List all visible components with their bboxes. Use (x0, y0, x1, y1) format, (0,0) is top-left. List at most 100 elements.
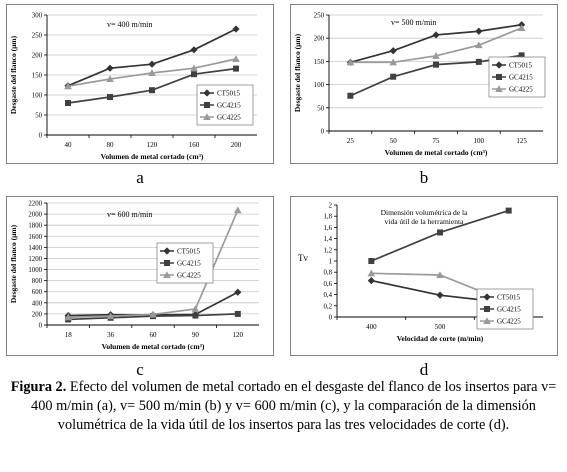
legend-marker-GC4225 (495, 85, 503, 92)
data-point-GC4215 (234, 310, 241, 317)
x-axis-label: Volumen de metal cortado (cm³) (101, 152, 204, 161)
data-point-CT5015 (432, 31, 440, 39)
y-tick-label: 0,6 (324, 281, 333, 288)
x-tick-label: 120 (147, 141, 158, 149)
legend-label-GC4215: GC4215 (177, 260, 201, 268)
y-tick-label: 0 (39, 133, 43, 140)
data-point-GC4225 (64, 82, 72, 90)
legend-label-GC4215: GC4215 (217, 102, 241, 110)
data-point-GC4225 (191, 305, 200, 312)
data-point-GC4225 (367, 269, 376, 277)
panel-letter-d: d (419, 360, 429, 379)
data-point-GC4225 (64, 313, 72, 321)
x-tick-label: 120 (233, 331, 244, 339)
data-point-GC4225 (190, 64, 198, 72)
x-tick-label: 500 (435, 323, 446, 331)
x-tick-label: 100 (474, 137, 485, 145)
data-point-GC4215 (149, 87, 155, 94)
panel-letter-c: c (136, 360, 144, 379)
figure-caption: Figura 2. Efecto del volumen de metal co… (6, 378, 561, 435)
data-point-CT5015 (389, 47, 397, 55)
data-point-GC4215 (433, 61, 439, 68)
data-point-CT5015 (234, 288, 242, 296)
y-tick-label: 50 (317, 105, 324, 112)
caption-label: Figura 2. (10, 379, 67, 395)
legend-label-GC4225: GC4225 (497, 318, 521, 326)
data-point-GC4225 (149, 310, 157, 318)
y-tick-label: 1200 (28, 256, 42, 263)
y-tick-label: 0,2 (324, 303, 333, 310)
legend-label-GC4225: GC4225 (217, 114, 241, 122)
y-tick-label: 150 (32, 73, 43, 80)
y-tick-label: 0 (39, 323, 43, 330)
x-tick-label: 125 (516, 137, 527, 145)
chart-annotation: v= 500 m/min (391, 18, 436, 27)
data-point-GC4215 (347, 92, 354, 99)
y-tick-label: 800 (32, 278, 43, 285)
y-tick-label: 1400 (28, 245, 42, 252)
data-point-GC4215 (437, 229, 443, 236)
y-tick-label: 250 (314, 13, 325, 20)
data-point-GC4225 (346, 58, 355, 66)
data-point-GC4215 (368, 258, 375, 264)
y-tick-label: 0,8 (324, 270, 333, 277)
data-point-GC4215 (475, 58, 482, 65)
data-point-CT5015 (232, 25, 240, 33)
x-axis-label: Volumen de metal cortado (cm³) (102, 342, 205, 351)
y-tick-label: 200 (314, 36, 325, 43)
data-point-GC4215 (390, 73, 397, 80)
data-point-CT5015 (436, 291, 444, 299)
y-tick-label: 1000 (28, 267, 42, 274)
data-point-GC4215 (192, 312, 199, 319)
legend-label-CT5015: CT5015 (497, 294, 520, 302)
chart-annotation-line2: vida útil de la herramienta (385, 217, 464, 226)
data-point-GC4225 (232, 55, 240, 62)
y-tick-label: 300 (32, 13, 43, 20)
data-point-GC4225 (148, 69, 156, 76)
x-tick-label: 60 (150, 331, 158, 339)
y-tick-label: 2200 (28, 201, 42, 208)
chart-b-svg: 0 50 100 150 200 250 25 50 75 100 125 Volumen de me… (293, 13, 546, 157)
data-point-CT5015 (148, 60, 156, 68)
x-tick-label: 36 (107, 331, 115, 339)
y-tick-label: 0,4 (324, 292, 333, 299)
y-tick-label: 1 (329, 259, 332, 266)
y-tick-label: 2000 (28, 212, 42, 219)
legend-marker-GC4215 (484, 306, 490, 312)
y-tick-label: 150 (314, 59, 325, 66)
data-point-GC4215 (233, 65, 239, 72)
x-tick-label: 90 (192, 331, 200, 339)
legend-label-CT5015: CT5015 (509, 62, 532, 70)
legend-label-GC4225: GC4225 (177, 272, 201, 280)
x-tick-label: 25 (347, 137, 355, 145)
data-point-GC4215 (518, 52, 525, 59)
x-tick-label: 18 (65, 331, 73, 339)
chart-annotation-line1: Dimensión volumétrica de la (381, 208, 469, 217)
y-tick-label: 400 (32, 300, 43, 307)
y-tick-label: 1,8 (324, 214, 333, 221)
data-point-GC4215 (65, 100, 71, 106)
x-tick-label: 400 (366, 323, 377, 331)
x-tick-label: 50 (390, 137, 398, 145)
y-tick-label: 100 (32, 93, 43, 100)
legend-marker-GC4215 (164, 260, 170, 266)
y-tick-label: 0 (321, 129, 325, 136)
x-axis-label: Volumen de metal cortado (cm³) (385, 148, 488, 157)
x-tick-label: 160 (189, 141, 200, 149)
legend-marker-GC4225 (203, 113, 211, 120)
y-axis-label: Desgaste del flanco (µm) (9, 224, 18, 303)
legend-label-GC4215: GC4215 (509, 74, 533, 82)
data-point-GC4225 (389, 58, 397, 66)
legend-marker-CT5015 (163, 247, 171, 255)
y-tick-label: 0 (329, 315, 333, 322)
y-tick-label: 100 (314, 82, 325, 89)
data-point-CT5015 (475, 27, 483, 35)
data-point-GC4225 (436, 271, 444, 278)
x-tick-label: 40 (65, 141, 73, 149)
chart-annotation: v= 600 m/min (107, 210, 152, 219)
legend-marker-GC4215 (496, 74, 502, 80)
data-point-CT5015 (190, 46, 198, 54)
data-point-GC4215 (505, 207, 512, 214)
y-tick-label: 2 (329, 203, 333, 210)
chart-a-svg: 0 50 100 150 200 250 300 40 80 120 160 200 Volumen d… (9, 13, 257, 161)
